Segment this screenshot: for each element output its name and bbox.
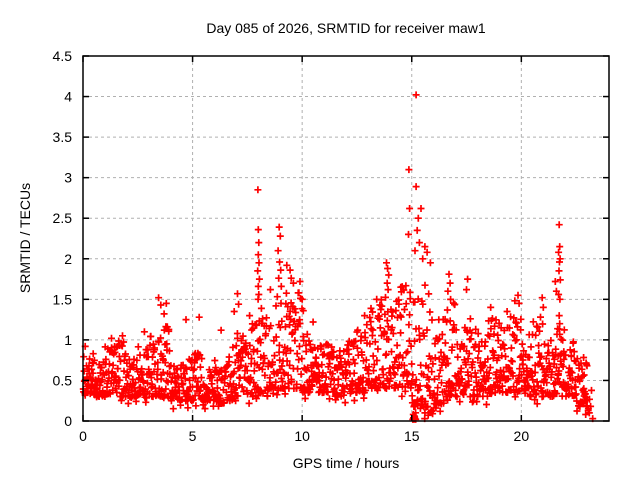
y-tick-label: 0 <box>64 413 72 429</box>
x-tick-label: 15 <box>404 428 420 444</box>
y-tick-label: 2 <box>64 251 72 267</box>
scatter-markers <box>79 91 597 423</box>
plot-frame <box>82 55 610 422</box>
y-tick-label: 0.5 <box>53 372 73 388</box>
y-tick-labels: 0 0.5 1 1.5 2 2.5 3 3.5 4 4.5 <box>53 48 73 429</box>
x-axis-label: GPS time / hours <box>293 455 400 471</box>
data-points <box>79 91 597 423</box>
x-tick-label: 20 <box>514 428 530 444</box>
x-tick-label: 5 <box>189 428 197 444</box>
plot-border <box>82 55 610 422</box>
plot-title: Day 085 of 2026, SRMTID for receiver maw… <box>206 20 486 36</box>
y-tick-label: 4 <box>64 89 72 105</box>
y-tick-label: 3 <box>64 170 72 186</box>
y-tick-label: 2.5 <box>53 210 73 226</box>
y-tick-label: 4.5 <box>53 48 73 64</box>
x-tick-label: 0 <box>79 428 87 444</box>
x-tick-label: 10 <box>294 428 310 444</box>
axis-ticks <box>82 55 609 422</box>
y-tick-label: 3.5 <box>53 129 73 145</box>
y-tick-label: 1.5 <box>53 291 73 307</box>
y-tick-label: 1 <box>64 332 72 348</box>
x-tick-labels: 0 5 10 15 20 <box>79 428 529 444</box>
gridlines <box>83 56 609 421</box>
y-axis-label: SRMTID / TECUs <box>17 183 33 293</box>
